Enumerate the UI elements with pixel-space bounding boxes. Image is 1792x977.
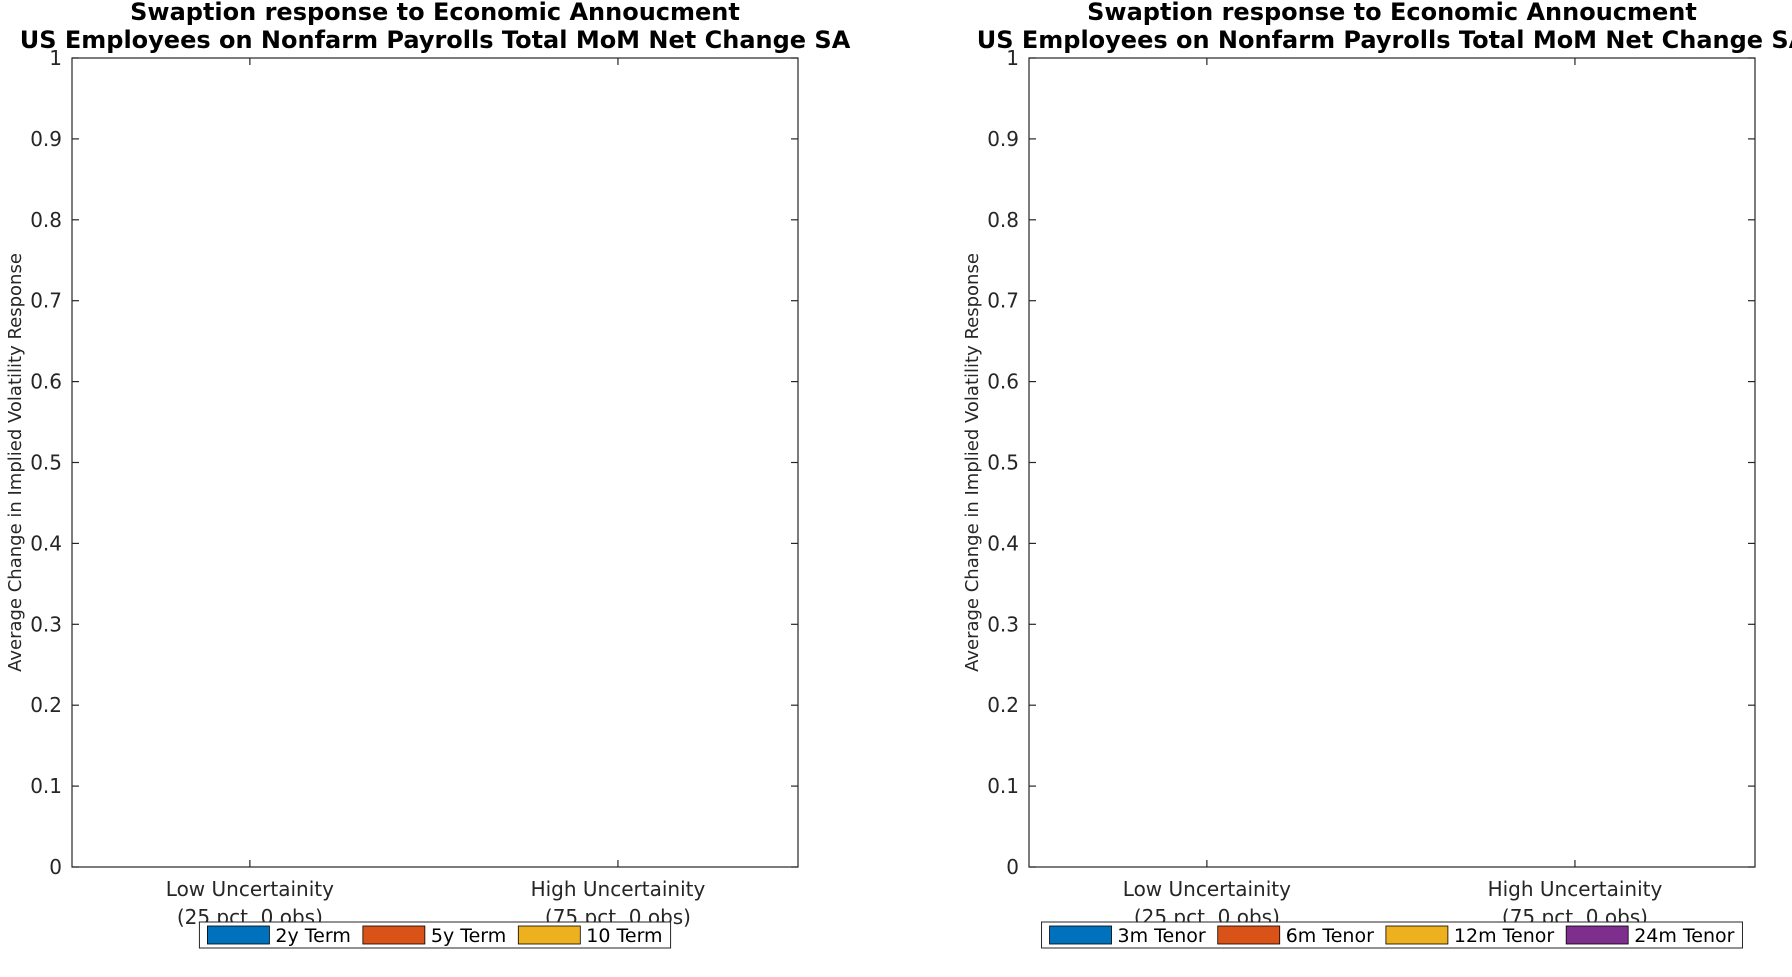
x-tick-label: High Uncertainity: [531, 877, 706, 901]
legend-label: 12m Tenor: [1454, 925, 1554, 947]
legend-swatch: [1049, 925, 1112, 945]
y-tick-label: 0.5: [987, 451, 1019, 475]
legend-swatch: [517, 925, 581, 945]
y-tick-label: 0.4: [987, 531, 1019, 555]
plot-area: [1028, 57, 1756, 868]
legend-swatch: [1217, 925, 1281, 945]
y-tick-label: 0.2: [987, 693, 1019, 717]
y-tick-label: 0.9: [987, 127, 1019, 151]
chart-1: Swaption response to Economic Annoucment…: [5, 0, 851, 949]
legend: 2y Term 5y Term 10 Term: [198, 921, 672, 949]
y-axis-label: Average Change in Implied Volatility Res…: [962, 253, 983, 672]
legend-label: 10 Term: [586, 925, 662, 947]
y-tick-label: 0.1: [30, 774, 62, 798]
y-tick-label: 0.9: [30, 127, 62, 151]
chart-2: Swaption response to Economic Annoucment…: [962, 0, 1792, 949]
y-tick-label: 0.7: [987, 289, 1019, 313]
chart-title: Swaption response to Economic Annoucment: [1087, 0, 1697, 26]
legend-label: 3m Tenor: [1118, 925, 1206, 947]
y-tick-label: 1: [1006, 46, 1019, 70]
y-tick-label: 0: [49, 855, 62, 879]
y-tick-label: 0.3: [987, 612, 1019, 636]
y-tick-label: 0.3: [30, 612, 62, 636]
legend-label: 5y Term: [431, 925, 506, 947]
legend-label: 6m Tenor: [1286, 925, 1374, 947]
legend: 3m Tenor 6m Tenor 12m Tenor 24m Tenor: [1041, 921, 1743, 949]
y-tick-label: 0.2: [30, 693, 62, 717]
y-tick-label: 0.6: [987, 370, 1019, 394]
y-tick-label: 0: [1006, 855, 1019, 879]
legend-swatch: [1565, 925, 1629, 945]
y-tick-label: 1: [49, 46, 62, 70]
y-tick-label: 0.1: [987, 774, 1019, 798]
y-tick-label: 0.8: [987, 208, 1019, 232]
y-tick-label: 0.8: [30, 208, 62, 232]
legend-swatch: [207, 925, 270, 945]
plot-area: [71, 57, 799, 868]
y-tick-label: 0.6: [30, 370, 62, 394]
chart-subtitle: US Employees on Nonfarm Payrolls Total M…: [977, 26, 1792, 54]
y-tick-label: 0.7: [30, 289, 62, 313]
x-tick-label: High Uncertainity: [1488, 877, 1663, 901]
y-axis-label: Average Change in Implied Volatility Res…: [5, 253, 26, 672]
legend-swatch: [1385, 925, 1449, 945]
chart-title: Swaption response to Economic Annoucment: [130, 0, 740, 26]
legend-box: [198, 921, 672, 949]
y-tick-label: 0.5: [30, 451, 62, 475]
y-tick-label: 0.4: [30, 531, 62, 555]
legend-swatch: [362, 925, 426, 945]
legend-label: 24m Tenor: [1634, 925, 1734, 947]
x-tick-label: Low Uncertainity: [1123, 877, 1291, 901]
legend-label: 2y Term: [275, 925, 350, 947]
chart-subtitle: US Employees on Nonfarm Payrolls Total M…: [20, 26, 851, 54]
x-tick-label: Low Uncertainity: [166, 877, 334, 901]
